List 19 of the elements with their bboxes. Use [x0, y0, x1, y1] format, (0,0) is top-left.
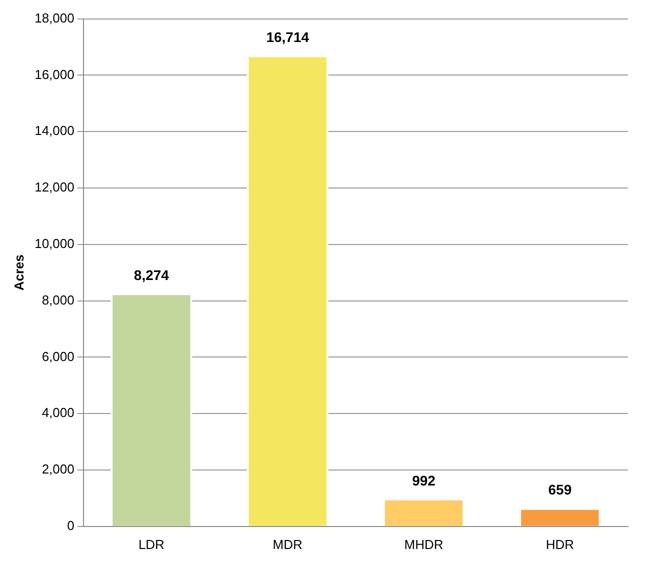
data-label: 8,274 — [134, 266, 170, 283]
y-tick-label: 14,000 — [34, 123, 74, 138]
y-tick-label: 2,000 — [42, 462, 74, 477]
x-tick-label: HDR — [546, 536, 574, 552]
x-tick-label: MHDR — [404, 536, 444, 552]
y-axis-title: Acres — [11, 254, 26, 291]
y-tick-label: 18,000 — [34, 10, 74, 26]
y-tick-label: 8,000 — [42, 292, 74, 308]
x-tick-label: LDR — [138, 536, 164, 552]
y-tick-label: 0 — [67, 518, 74, 533]
y-tick-label: 12,000 — [34, 180, 74, 195]
data-label: 16,714 — [266, 28, 310, 45]
y-tick-label: 16,000 — [34, 66, 74, 82]
y-tick-label: 4,000 — [42, 405, 74, 420]
y-tick-label: 6,000 — [42, 348, 74, 364]
y-tick-label: 10,000 — [34, 236, 74, 251]
data-label: 992 — [412, 472, 436, 488]
x-tick-label: MDR — [272, 536, 302, 552]
data-label: 659 — [548, 482, 572, 498]
